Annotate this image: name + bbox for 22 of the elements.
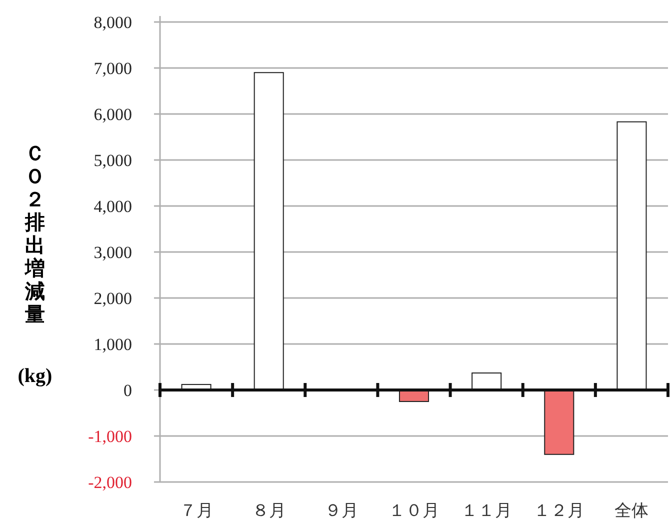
bar — [616, 121, 647, 390]
y-tick-label: 0 — [124, 381, 132, 400]
y-tick-label: 3,000 — [94, 243, 132, 262]
y-tick-label: 5,000 — [94, 151, 132, 170]
y-tick-label: -2,000 — [88, 473, 132, 492]
x-tick-label: ９月 — [324, 501, 358, 521]
y-tick-label: 6,000 — [94, 105, 132, 124]
y-tick-label: -1,000 — [88, 427, 132, 446]
x-tick-label: 全体 — [614, 501, 649, 521]
x-tick-label: ８月 — [252, 501, 286, 521]
x-tick-label: １１月 — [461, 501, 512, 521]
y-tick-label: 4,000 — [94, 197, 132, 216]
y-tick-label: 1,000 — [94, 335, 132, 354]
text: ＣＯ２排出増減量 (kg) — [18, 141, 52, 387]
y-tick-label: 8,000 — [94, 13, 132, 32]
bar — [544, 390, 574, 455]
x-tick-label: ７月 — [179, 501, 214, 521]
y-tick-label: 7,000 — [94, 59, 132, 78]
x-tick-label: １０月 — [388, 501, 440, 521]
y-tick-label: 2,000 — [94, 289, 132, 308]
x-tick-label: １２月 — [534, 501, 585, 521]
bar — [254, 72, 284, 390]
